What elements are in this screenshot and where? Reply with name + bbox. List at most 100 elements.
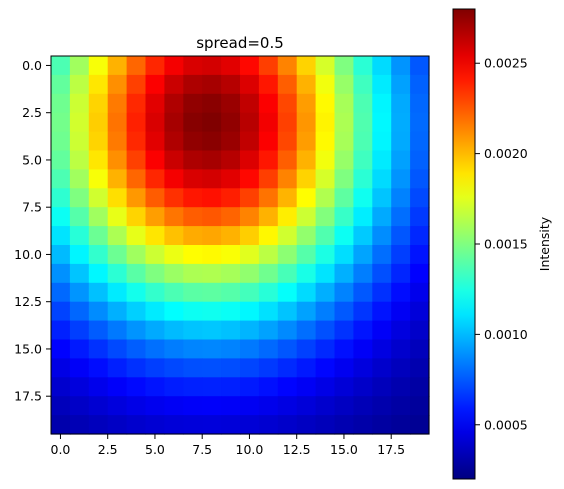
- heatmap-cell: [372, 320, 392, 341]
- heatmap-cell: [88, 207, 109, 227]
- heatmap-cell: [69, 150, 90, 170]
- heatmap-cell: [126, 226, 147, 246]
- heatmap-cell: [51, 169, 71, 189]
- heatmap-cell: [410, 169, 430, 189]
- heatmap-cell: [88, 282, 109, 303]
- heatmap-cell: [372, 377, 392, 397]
- heatmap-cell: [258, 377, 279, 397]
- heatmap-cell: [164, 415, 184, 435]
- heatmap-cell: [126, 188, 147, 208]
- y-tick-label: 5.0: [22, 152, 42, 167]
- heatmap-cell: [258, 226, 279, 246]
- heatmap-cell: [107, 131, 128, 152]
- heatmap-cell: [391, 320, 411, 341]
- heatmap-cell: [353, 131, 373, 152]
- heatmap-cell: [51, 56, 71, 76]
- heatmap-cell: [334, 396, 354, 416]
- y-tick-label: 7.5: [22, 200, 42, 215]
- heatmap-cell: [296, 377, 317, 397]
- heatmap-cell: [240, 207, 260, 227]
- heatmap-cell: [145, 93, 165, 114]
- heatmap-cell: [315, 358, 336, 378]
- heatmap-cell: [315, 377, 336, 397]
- heatmap-cell: [277, 245, 298, 265]
- heatmap-cell: [391, 226, 411, 246]
- heatmap-cell: [126, 320, 147, 341]
- heatmap-cell: [202, 74, 222, 95]
- heatmap-cell: [296, 131, 317, 152]
- heatmap-cell: [202, 358, 222, 378]
- heatmap-cell: [202, 93, 222, 114]
- heatmap-cell: [391, 282, 411, 303]
- heatmap-cell: [183, 396, 203, 416]
- colorbar-label: Intensity: [537, 216, 552, 271]
- heatmap-cell: [51, 150, 71, 170]
- heatmap-cell: [88, 112, 109, 133]
- heatmap-cell: [164, 358, 184, 378]
- heatmap-cell: [164, 245, 184, 265]
- heatmap-cell: [88, 263, 109, 284]
- heatmap-cell: [353, 282, 373, 303]
- heatmap-cell: [202, 282, 222, 303]
- heatmap-cell: [334, 131, 354, 152]
- heatmap-cell: [240, 396, 260, 416]
- heatmap-cell: [164, 226, 184, 246]
- heatmap-cell: [69, 56, 90, 76]
- heatmap-cell: [391, 396, 411, 416]
- heatmap-cell: [145, 169, 165, 189]
- heatmap-cell: [202, 377, 222, 397]
- heatmap-cell: [202, 131, 222, 152]
- colorbar-tick-label: 0.0015: [484, 237, 528, 252]
- heatmap-cell: [51, 226, 71, 246]
- heatmap-cell: [164, 320, 184, 341]
- heatmap-cell: [107, 263, 128, 284]
- heatmap-cell: [240, 301, 260, 322]
- heatmap-cell: [69, 320, 90, 341]
- heatmap-cell: [69, 74, 90, 95]
- heatmap-cell: [164, 169, 184, 189]
- heatmap-cell: [69, 169, 90, 189]
- heatmap-cell: [164, 74, 184, 95]
- chart-title: spread=0.5: [196, 34, 284, 52]
- y-tick-label: 15.0: [14, 341, 42, 356]
- heatmap-cell: [258, 56, 279, 76]
- heatmap-cell: [88, 226, 109, 246]
- heatmap-cell: [126, 263, 147, 284]
- heatmap-cell: [126, 169, 147, 189]
- heatmap-cell: [315, 226, 336, 246]
- heatmap-cell: [315, 339, 336, 359]
- heatmap-cell: [334, 169, 354, 189]
- heatmap-cell: [69, 188, 90, 208]
- heatmap-cell: [88, 301, 109, 322]
- heatmap-cell: [145, 74, 165, 95]
- heatmap-cell: [391, 150, 411, 170]
- heatmap-cell: [221, 377, 241, 397]
- heatmap-cell: [183, 282, 203, 303]
- heatmap-cell: [353, 415, 373, 435]
- x-tick-label: 17.5: [377, 442, 405, 457]
- heatmap-cell: [145, 226, 165, 246]
- heatmap-cell: [183, 188, 203, 208]
- heatmap-cell: [240, 263, 260, 284]
- heatmap-cell: [202, 169, 222, 189]
- heatmap-cell: [277, 301, 298, 322]
- x-tick-label: 10.0: [236, 442, 264, 457]
- heatmap-cell: [164, 112, 184, 133]
- heatmap-cell: [51, 263, 71, 284]
- heatmap-cell: [353, 377, 373, 397]
- y-tick-label: 17.5: [14, 389, 42, 404]
- heatmap-cell: [391, 263, 411, 284]
- heatmap-cell: [353, 358, 373, 378]
- heatmap-cell: [183, 301, 203, 322]
- heatmap-cell: [391, 169, 411, 189]
- heatmap-cell: [334, 56, 354, 76]
- heatmap-cell: [183, 93, 203, 114]
- heatmap-cell: [258, 339, 279, 359]
- heatmap-cell: [164, 396, 184, 416]
- heatmap-cell: [410, 188, 430, 208]
- heatmap-cell: [410, 377, 430, 397]
- heatmap-cell: [145, 282, 165, 303]
- heatmap-cell: [258, 396, 279, 416]
- heatmap-cell: [51, 320, 71, 341]
- y-tick-label: 2.5: [22, 105, 42, 120]
